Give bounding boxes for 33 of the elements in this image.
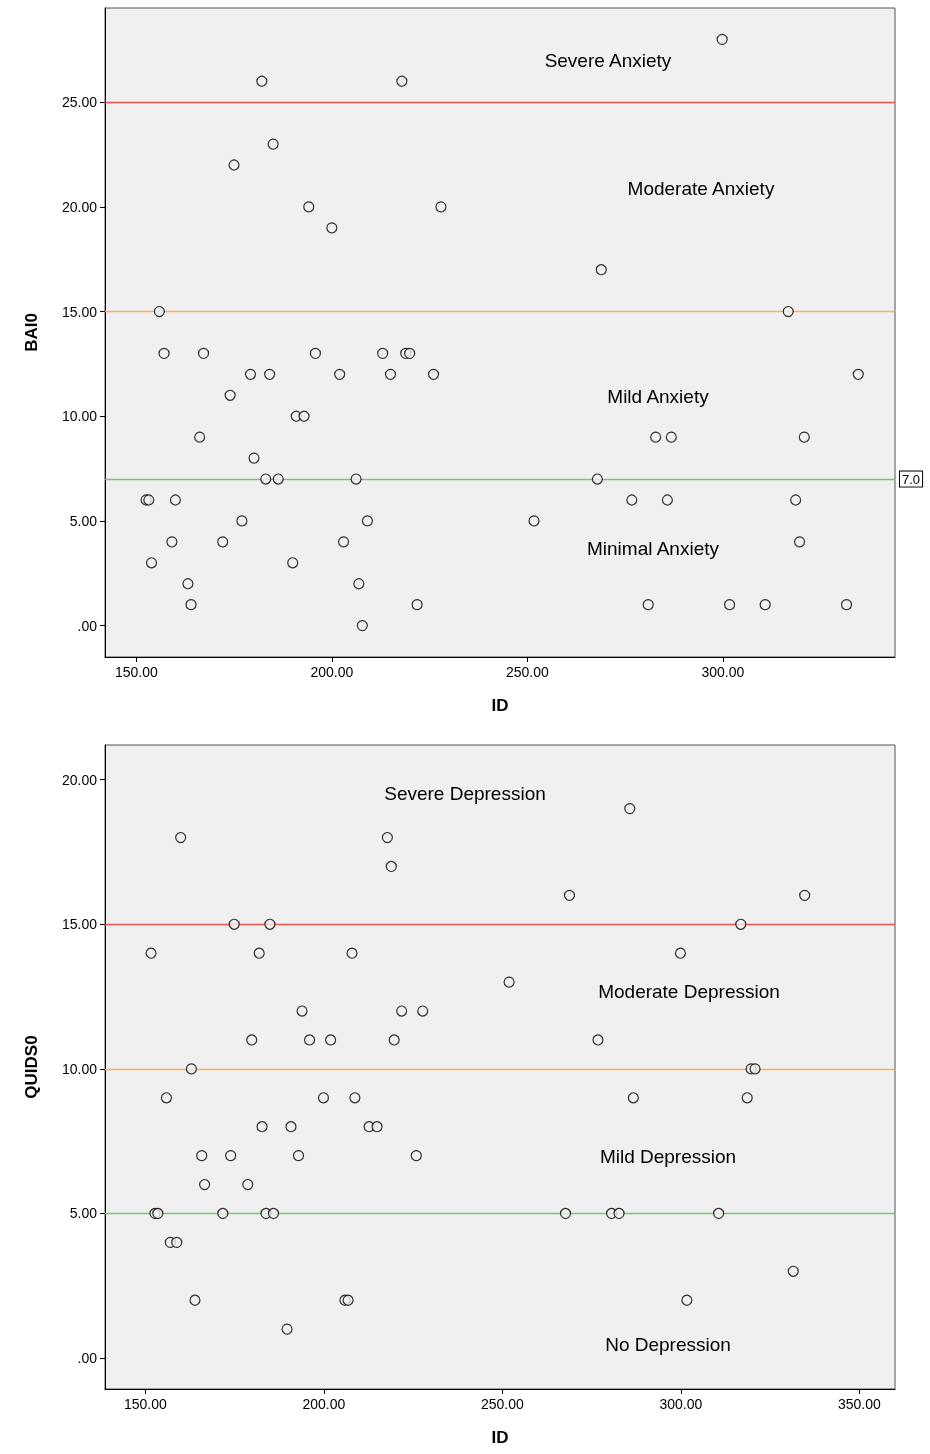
annotation: Minimal Anxiety [587, 537, 720, 559]
annotation: Mild Depression [599, 1145, 737, 1167]
annotation: No Depression [605, 1333, 731, 1355]
annotation: Severe Anxiety [544, 49, 672, 71]
y-tick-label: .00 [77, 617, 98, 634]
y-tick-label: 15.00 [61, 303, 98, 320]
x-axis-title: ID [491, 1428, 509, 1447]
y-tick-label: 5.00 [69, 512, 98, 529]
x-tick-label: 350.00 [837, 1396, 881, 1412]
x-tick-label: 250.00 [505, 664, 549, 680]
y-tick-label: 10.00 [61, 1060, 98, 1077]
y-tick-label: 20.00 [61, 198, 98, 215]
x-axis-title: ID [491, 696, 509, 715]
x-tick-label: 200.00 [310, 664, 354, 680]
x-tick-label: 200.00 [302, 1396, 346, 1412]
x-tick-label: 250.00 [480, 1396, 524, 1412]
annotation: Severe Depression [384, 782, 546, 804]
y-axis-title: QUIDS0 [22, 1035, 41, 1099]
y-tick-label: 5.00 [69, 1205, 98, 1222]
y-axis-title: BAI0 [22, 313, 41, 352]
y-tick-label: .00 [77, 1350, 98, 1367]
y-tick-label: 25.00 [61, 94, 98, 111]
annotation: Moderate Anxiety [627, 177, 775, 199]
y-tick-label: 10.00 [61, 408, 98, 425]
y-tick-label: 20.00 [61, 771, 98, 788]
annotation: Mild Anxiety [607, 385, 710, 407]
ref-line-label: 7.0 [902, 471, 921, 487]
x-tick-label: 300.00 [659, 1396, 703, 1412]
annotation: Moderate Depression [598, 980, 780, 1002]
x-tick-label: 300.00 [701, 664, 745, 680]
y-tick-label: 15.00 [61, 916, 98, 933]
x-tick-label: 150.00 [123, 1396, 167, 1412]
x-tick-label: 150.00 [114, 664, 158, 680]
